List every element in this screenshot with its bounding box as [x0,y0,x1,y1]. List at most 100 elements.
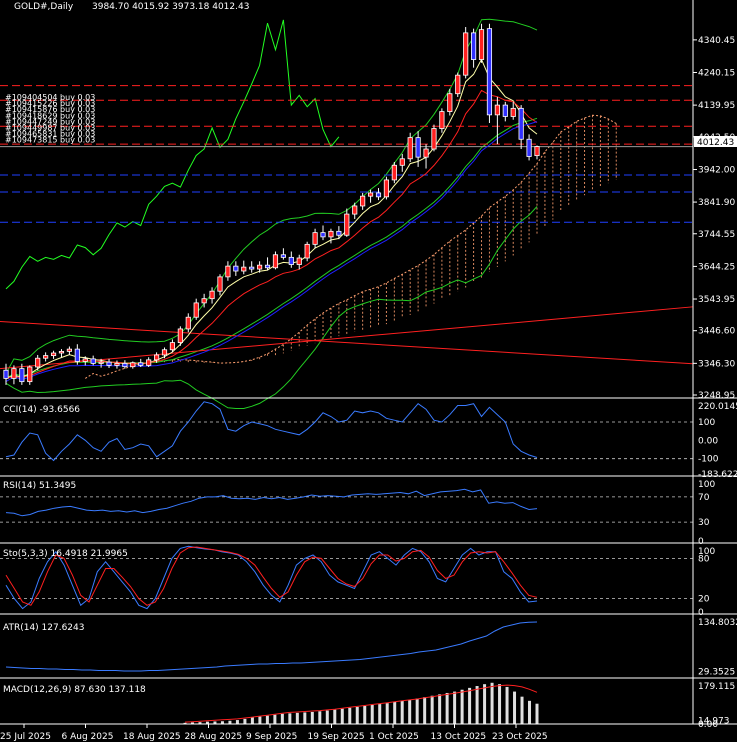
candle-body [146,359,152,366]
candle-body [518,107,524,140]
candle-body [50,352,57,357]
macd-histogram-bar [273,714,277,724]
macd-histogram-bar [295,712,299,724]
macd-histogram-bar [520,696,524,724]
candle-body [471,32,477,60]
macd-histogram-bar [318,711,322,724]
macd-histogram-bar [363,705,367,724]
time-tick-label: 6 Aug 2025 [62,732,114,742]
price-tick-label: 4240.15 [698,69,735,79]
price-tick-label: 4340.45 [698,36,735,46]
macd-histogram-bar [453,691,457,724]
macd-histogram-bar [505,686,509,724]
candle-body [35,357,41,368]
rsi-line [5,488,538,517]
upper-band [5,18,538,374]
order-label: #109404504 buy 0.03 [5,93,95,102]
price-tick-label: 3942.00 [698,166,735,176]
macd-signal-line [184,684,538,723]
macd-histogram-bar [348,707,352,724]
lower-band [5,206,538,409]
candle-body [463,32,469,76]
price-tick-label: 3841.90 [698,198,735,208]
candle-body [288,256,294,265]
candle-body [106,361,112,366]
atr-panel[interactable]: 134.8032 29.3525 [5,618,737,677]
candle-body [272,254,279,269]
candle-body [169,342,176,351]
macd-histogram-bar [475,686,479,724]
candle-body [344,213,350,236]
macd-histogram-bar [310,711,314,724]
time-tick-label: 9 Sep 2025 [246,732,297,742]
order-label: #109418629 buy 0.03 [5,111,95,120]
price-tick-label: 3346.30 [698,359,735,369]
macd-histogram-bar [445,692,449,724]
candle-body [399,158,405,166]
macd-histogram-bar [460,689,464,724]
macd-histogram-bar [370,705,374,724]
indicator-tick-label: 80 [698,554,710,564]
indicator-tick-label: 0 [698,608,704,618]
time-tick-label: 19 Sep 2025 [308,732,365,742]
candle-body [447,93,453,113]
candle-body [138,362,144,366]
candle-body [415,137,421,158]
chikou-span [5,19,340,290]
order-label: #109465831 buy 0.03 [5,130,95,139]
candle-body [154,354,160,361]
candle-body [225,265,231,278]
trend-line-down [0,320,694,365]
indicator-tick-label: 0.00 [698,436,718,446]
candle-body [367,192,374,197]
macd-histogram-bar [490,682,494,724]
indicator-tick-label: 70 [698,493,710,503]
price-tick-label: 3744.55 [698,230,735,240]
indicator-tick-label: 30 [698,518,710,528]
price-tick-label: 4139.95 [698,101,735,111]
macd-histogram-bar [430,695,434,724]
time-tick-label: 13 Oct 2025 [431,732,487,742]
macd-histogram-bar [333,709,337,724]
trend-line-up [0,306,694,370]
candle-body [233,265,239,272]
indicator-tick-label: -100 [698,455,719,465]
rsi-panel[interactable]: 100 70 30 0 [0,480,715,547]
stochastic-label: Sto(5,3,3) 16.4918 21.9965 [3,549,128,559]
order-label: #109415876 buy 0.03 [5,105,95,114]
price-tick-label: 3248.95 [698,391,735,401]
atr-line [5,621,538,672]
cci-panel[interactable]: 220.0145 100 0.00 -100 -183.6227 [0,401,737,480]
indicator-tick-label: 100 [698,480,715,490]
indicator-tick-label: -183.6227 [698,470,737,480]
macd-histogram-bar [235,720,239,724]
indicator-tick-label: 100 [698,418,715,428]
price-tick-label: 3644.25 [698,262,735,272]
macd-histogram-bar [340,708,344,724]
indicator-tick-label: 29.3525 [698,667,735,677]
macd-histogram-bar [258,716,262,724]
indicator-tick-label: 0 [698,537,704,547]
order-label: #109473815 buy 0.03 [5,136,95,145]
time-tick-label: 23 Oct 2025 [492,732,548,742]
time-tick-label: 28 Aug 2025 [185,732,243,742]
candle-body [360,195,366,207]
candle-body [478,29,485,60]
candle-body [296,257,302,265]
macd-histogram-bar [325,710,329,724]
macd-histogram-bar [205,721,209,724]
macd-histogram-bar [183,722,187,724]
cci-line [5,401,538,462]
macd-histogram-bar [513,691,517,724]
candle-body [74,348,80,362]
cci-label: CCI(14) -93.6566 [3,405,80,415]
macd-histogram-bar [483,684,487,724]
ohlc-header: 3984.70 4015.92 3973.18 4012.43 [92,2,249,12]
indicator-tick-label: 100 [698,547,715,557]
price-panel[interactable]: #109404504 buy 0.03#109415226 buy 0.03#1… [0,18,694,409]
candle-body [526,138,532,157]
